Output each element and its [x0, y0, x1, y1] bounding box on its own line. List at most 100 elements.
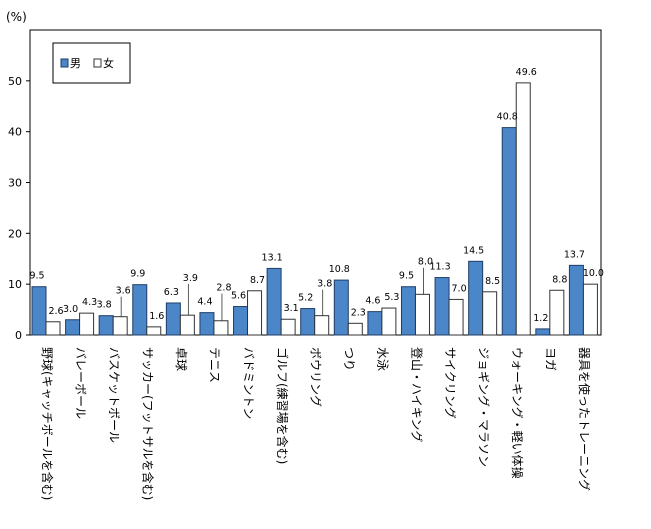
- bar-male: [132, 284, 148, 336]
- value-label-male: 3.8: [97, 300, 112, 311]
- value-label-male: 13.7: [564, 249, 585, 260]
- bar-male: [568, 264, 584, 336]
- bar-male: [65, 319, 81, 336]
- bar-female: [179, 314, 195, 336]
- category-label: 登山・ハイキング: [409, 347, 424, 442]
- value-label-female: 5.3: [384, 292, 399, 303]
- value-label-male: 9.5: [29, 271, 44, 282]
- category-label: バドミントン: [241, 347, 255, 419]
- value-label-female: 4.3: [82, 297, 97, 308]
- category-label: テニス: [208, 347, 222, 383]
- bar-male: [535, 328, 551, 336]
- bar-female: [482, 291, 498, 336]
- value-label-male: 5.6: [231, 291, 246, 302]
- bar-female: [45, 321, 61, 336]
- legend-label-male: 男: [70, 57, 81, 70]
- value-label-female: 7.0: [452, 283, 467, 294]
- bar-male: [266, 267, 282, 336]
- category-label: バレーボール: [73, 347, 87, 419]
- value-label-female: 3.9: [183, 273, 198, 284]
- y-tick-label: 10: [8, 278, 22, 291]
- value-label-male: 11.3: [429, 262, 450, 273]
- value-label-male: 4.4: [197, 297, 212, 308]
- value-label-male: 9.9: [130, 269, 145, 280]
- bar-male: [31, 286, 47, 336]
- category-label: 卓球: [174, 347, 188, 371]
- category-label: バスケットボール: [107, 347, 121, 443]
- y-tick-label: 30: [8, 177, 22, 190]
- bar-male: [300, 308, 316, 336]
- category-label: 水泳: [376, 347, 390, 371]
- value-label-female: 2.8: [216, 283, 231, 294]
- category-label: ジョギング・マラソン: [476, 347, 490, 467]
- value-label-male: 1.2: [533, 313, 548, 324]
- bars-group: [31, 82, 598, 336]
- legend-label-female: 女: [103, 56, 114, 70]
- value-label-male: 9.5: [399, 271, 414, 282]
- value-label-female: 10.0: [583, 268, 604, 279]
- value-label-female: 3.6: [116, 286, 131, 297]
- category-label: ゴルフ(練習場を含む): [275, 347, 290, 464]
- category-label: 野球(キャッチボールを含む): [40, 347, 55, 500]
- value-label-female: 49.6: [516, 67, 537, 78]
- bar-female: [582, 283, 598, 336]
- value-label-female: 8.8: [552, 274, 567, 285]
- bar-male: [233, 306, 249, 336]
- category-label: 器具を使ったトレーニング: [577, 347, 592, 491]
- value-label-female: 3.8: [317, 279, 332, 290]
- bar-female: [314, 315, 330, 336]
- value-label-male: 40.8: [497, 112, 518, 123]
- value-label-male: 10.8: [329, 264, 350, 275]
- bar-male: [501, 127, 517, 336]
- y-tick-label: 20: [8, 227, 22, 240]
- y-tick-label: 0: [15, 329, 22, 342]
- value-label-female: 1.6: [149, 311, 164, 322]
- value-label-female: 2.3: [351, 307, 366, 318]
- value-label-female: 8.7: [250, 275, 265, 286]
- bar-female: [381, 307, 397, 336]
- value-label-male: 14.5: [463, 245, 484, 256]
- bar-female: [448, 298, 464, 336]
- category-label: つり: [342, 347, 356, 371]
- value-label-male: 6.3: [164, 287, 179, 298]
- value-label-female: 2.6: [48, 306, 63, 317]
- value-label-female: 8.0: [418, 257, 433, 268]
- value-label-male: 4.6: [365, 296, 380, 307]
- value-label-female: 8.5: [485, 276, 500, 287]
- bar-female: [112, 316, 128, 336]
- bar-male: [199, 312, 215, 336]
- y-axis: 0 10 20 30 40 50: [8, 75, 30, 342]
- bar-female: [280, 318, 296, 336]
- category-label: ウォーキング・軽い体操: [510, 347, 525, 479]
- value-labels-group: 9.52.6 3.04.3 3.83.69.91.66.33.94.42.85.68…: [29, 67, 604, 324]
- value-label-male: 5.2: [298, 293, 313, 304]
- bar-female: [213, 320, 229, 336]
- bar-female: [414, 293, 430, 336]
- bar-male: [367, 311, 383, 336]
- value-label-female: 3.1: [284, 303, 299, 314]
- legend: 男 女: [52, 42, 131, 84]
- y-axis-unit-label: (%): [6, 10, 27, 24]
- bar-male: [434, 277, 450, 336]
- category-label: ボウリング: [309, 347, 323, 407]
- bar-male: [333, 279, 349, 336]
- bar-male: [400, 286, 416, 336]
- legend-swatch-male: [60, 58, 69, 68]
- bar-female: [549, 289, 565, 336]
- y-tick-label: 50: [8, 75, 22, 88]
- bar-male: [98, 315, 114, 336]
- y-tick-label: 40: [8, 126, 22, 139]
- value-label-male: 3.0: [63, 304, 78, 315]
- value-label-male: 13.1: [262, 252, 283, 263]
- bar-female: [347, 322, 363, 336]
- category-label: サイクリング: [443, 347, 457, 419]
- bar-female: [247, 290, 263, 336]
- category-label: ヨガ: [544, 347, 558, 371]
- bar-male: [165, 302, 181, 336]
- bar-male: [468, 260, 484, 336]
- bar-female: [515, 82, 531, 336]
- category-labels-group: 野球(キャッチボールを含む) バレーボール バスケットボール サッカー(フットサルを含…: [40, 347, 592, 500]
- category-label: サッカー(フットサルを含む): [141, 347, 156, 500]
- bar-female: [146, 326, 162, 336]
